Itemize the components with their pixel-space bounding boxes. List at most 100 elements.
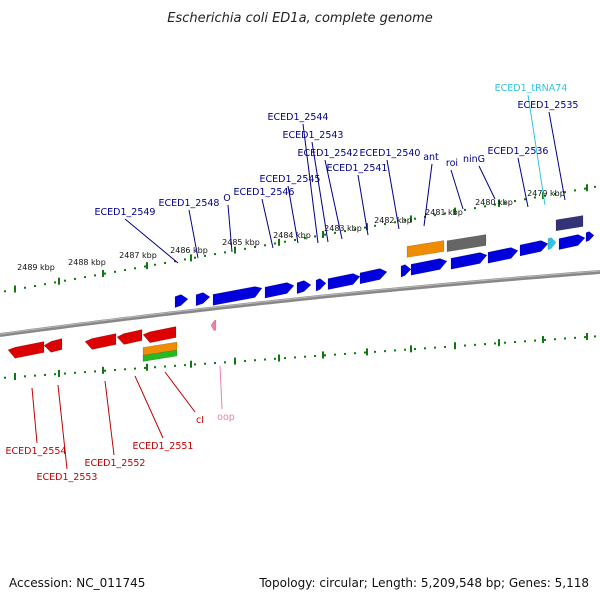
forward-gene — [264, 282, 295, 299]
feature-label: ECED1_2541 — [327, 163, 388, 174]
axis-tick-label: 2480 kbp — [475, 198, 513, 207]
axis-dot — [174, 364, 176, 367]
axis-dot — [544, 338, 546, 341]
bottom-axis — [4, 332, 596, 381]
axis-dot — [164, 365, 166, 368]
axis-dot — [314, 355, 316, 358]
axis-dot — [264, 358, 266, 361]
axis-dot — [44, 283, 46, 286]
label-leaders — [31, 94, 566, 470]
axis-dot — [444, 345, 446, 348]
axis-dot — [284, 240, 286, 243]
axis-dot — [494, 342, 496, 345]
axis-dot — [74, 371, 76, 374]
axis-dot — [364, 351, 366, 354]
axis-dot — [64, 279, 66, 282]
reverse-gene — [116, 329, 143, 345]
axis-tick — [102, 269, 104, 277]
axis-dot — [44, 373, 46, 376]
axis-tick — [586, 332, 588, 340]
axis-tick — [586, 184, 588, 192]
axis-dot — [484, 343, 486, 346]
axis-dot — [564, 191, 566, 194]
feature-label: ECED1_2554 — [6, 446, 67, 457]
axis-dot — [464, 208, 466, 211]
feature-label: ECED1_2540 — [360, 148, 421, 159]
axis-dot — [274, 357, 276, 360]
label-leader — [219, 365, 223, 410]
noncoding-feature — [210, 319, 217, 332]
feature-label: ECED1_2543 — [283, 130, 344, 141]
axis-dot — [94, 274, 96, 277]
genome-summary-label: Topology: circular; Length: 5,209,548 bp… — [259, 576, 589, 590]
label-leader — [302, 123, 319, 244]
label-leader — [124, 218, 179, 264]
label-leader — [31, 387, 38, 444]
axis-dot — [4, 290, 6, 293]
axis-dot — [114, 369, 116, 372]
axis-dot — [514, 200, 516, 203]
axis-dot — [94, 370, 96, 373]
feature-label: ECED1_2546 — [234, 187, 295, 198]
axis-dot — [294, 356, 296, 359]
axis-tick-label: 2481 kbp — [425, 208, 463, 217]
label-leader — [423, 163, 433, 227]
axis-dot — [74, 277, 76, 280]
axis-tick-label: 2486 kbp — [170, 246, 208, 255]
axis-dot — [124, 368, 126, 371]
axis-dot — [324, 354, 326, 357]
axis-dot — [564, 337, 566, 340]
axis-dot — [294, 238, 296, 241]
label-leader — [357, 174, 369, 236]
axis-dot — [324, 233, 326, 236]
axis-dot — [124, 269, 126, 272]
label-leader — [324, 159, 343, 240]
axis-dot — [334, 353, 336, 356]
misc-feature-orange — [406, 240, 445, 258]
axis-dot — [64, 372, 66, 375]
axis-tick — [14, 285, 16, 293]
axis-dot — [394, 349, 396, 352]
trna-feature — [547, 237, 557, 251]
axis-dot — [574, 189, 576, 192]
axis-dot — [594, 185, 596, 188]
axis-tick — [234, 357, 236, 365]
axis-dot — [264, 244, 266, 247]
feature-label: ECED1_2548 — [159, 198, 220, 209]
label-leader — [527, 94, 546, 206]
axis-tick — [146, 363, 148, 371]
axis-dot — [504, 341, 506, 344]
axis-tick-label: 2484 kbp — [273, 231, 311, 240]
axis-tick — [498, 199, 500, 207]
axis-dot — [404, 348, 406, 351]
feature-label: ECED1_tRNA74 — [495, 83, 568, 94]
forward-gene — [359, 268, 388, 285]
axis-dot — [524, 198, 526, 201]
feature-label: ECED1_2545 — [260, 174, 321, 185]
label-leader — [450, 169, 464, 210]
reverse-gene — [142, 326, 177, 344]
axis-tick — [454, 342, 456, 350]
forward-gene — [585, 231, 595, 243]
axis-dot — [474, 343, 476, 346]
axis-dot — [334, 231, 336, 234]
axis-tick — [322, 231, 324, 239]
axis-dot — [104, 272, 106, 275]
axis-dot — [344, 352, 346, 355]
axis-dot — [554, 338, 556, 341]
axis-tick — [190, 360, 192, 368]
feature-label: ECED1_2549 — [95, 207, 156, 218]
axis-dot — [114, 270, 116, 273]
label-leader — [517, 157, 529, 208]
axis-dot — [184, 364, 186, 367]
forward-gene — [400, 264, 412, 278]
axis-dot — [164, 261, 166, 264]
reverse-gene — [43, 338, 63, 353]
forward-gene — [558, 234, 586, 250]
axis-dot — [244, 247, 246, 250]
label-leader — [548, 111, 566, 201]
reverse-gene — [84, 333, 117, 350]
label-leader — [478, 165, 496, 200]
axis-tick-label: 2482 kbp — [374, 216, 412, 225]
axis-dot — [144, 265, 146, 268]
